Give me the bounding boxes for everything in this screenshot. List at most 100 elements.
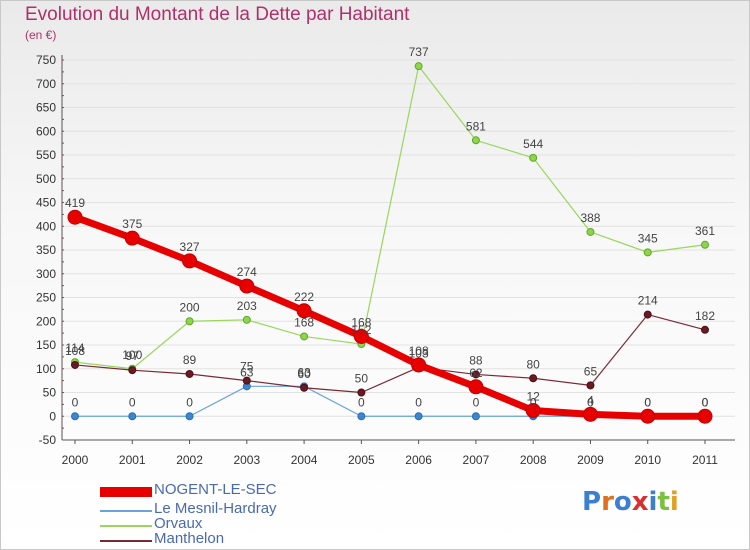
data-label: 214 <box>638 294 658 308</box>
y-tick-label: 600 <box>36 124 56 138</box>
data-label: 97 <box>126 349 140 363</box>
y-tick-label: 400 <box>36 219 56 233</box>
y-tick-label: 150 <box>36 338 56 352</box>
data-point <box>643 310 652 319</box>
logo-letter: x <box>631 487 649 517</box>
data-point <box>471 412 480 421</box>
x-tick-label: 2011 <box>692 453 718 467</box>
data-point <box>185 317 194 326</box>
y-tick-label: 350 <box>36 243 56 257</box>
data-point <box>529 374 538 383</box>
data-point <box>582 406 598 422</box>
series-line-0 <box>71 213 709 420</box>
data-label: 388 <box>580 211 600 225</box>
logo-letter: r <box>601 487 614 517</box>
data-label: 152 <box>351 323 371 337</box>
y-tick-label: -50 <box>39 433 57 447</box>
legend-label: Orvaux <box>154 515 203 532</box>
proxiti-logo: Proxiti <box>582 487 679 517</box>
legend-label: Le Mesnil-Hardray <box>154 500 277 517</box>
data-point <box>586 227 595 236</box>
data-label: 361 <box>695 224 715 238</box>
data-label: 0 <box>587 395 594 409</box>
data-point <box>529 153 538 162</box>
data-point <box>471 136 480 145</box>
data-label: 108 <box>409 344 429 358</box>
chart-title: Evolution du Montant de la Dette par Hab… <box>25 4 410 25</box>
data-point <box>239 278 255 294</box>
logo-letter: i <box>669 487 679 517</box>
legend-swatch <box>100 525 152 527</box>
data-label: 108 <box>65 344 85 358</box>
x-tick-label: 2009 <box>577 453 604 467</box>
data-label: 80 <box>527 357 541 371</box>
data-point <box>701 325 709 334</box>
y-tick-label: 0 <box>49 409 56 423</box>
data-label: 581 <box>466 119 486 133</box>
data-label: 375 <box>122 217 142 231</box>
data-point <box>411 357 427 373</box>
y-tick-label: 100 <box>36 362 56 376</box>
x-tick-label: 2007 <box>463 453 490 467</box>
data-point <box>643 248 652 257</box>
data-label: 65 <box>584 364 598 378</box>
logo-letter: i <box>648 487 658 517</box>
data-point <box>182 253 198 269</box>
data-point <box>128 366 137 375</box>
data-point <box>414 412 423 421</box>
data-label: 203 <box>237 299 257 313</box>
logo-letter: o <box>613 487 632 517</box>
legend-swatch <box>100 487 152 497</box>
data-label: 0 <box>129 395 136 409</box>
data-point <box>296 303 312 319</box>
x-tick-label: 2008 <box>520 453 547 467</box>
series-line-3 <box>74 314 706 394</box>
x-tick-label: 2004 <box>291 453 318 467</box>
data-label: 168 <box>351 315 371 329</box>
x-tick-label: 2005 <box>348 453 375 467</box>
chart-unit-label: (en €) <box>25 28 57 42</box>
data-label: 75 <box>240 360 254 374</box>
data-point <box>67 209 83 225</box>
y-tick-label: 550 <box>36 148 56 162</box>
data-label: 12 <box>527 390 541 404</box>
data-point <box>300 383 309 392</box>
data-label: 327 <box>180 240 200 254</box>
y-tick-label: 200 <box>36 314 56 328</box>
data-label: 62 <box>469 366 483 380</box>
data-label: 0 <box>702 395 709 409</box>
data-label: 0 <box>415 395 422 409</box>
data-label: 222 <box>294 290 314 304</box>
logo-letter: t <box>657 487 670 517</box>
y-tick-label: 250 <box>36 291 56 305</box>
data-point <box>353 328 369 344</box>
data-point <box>71 360 79 369</box>
data-label: 100 <box>122 348 142 362</box>
series-line-2 <box>74 65 706 370</box>
data-label: 63 <box>297 365 311 379</box>
data-label: 114 <box>65 341 84 355</box>
y-tick-label: 650 <box>36 101 56 115</box>
y-tick-label: 700 <box>36 77 56 91</box>
data-label: 544 <box>523 137 543 151</box>
data-point <box>185 412 194 421</box>
data-label: 0 <box>473 395 480 409</box>
y-tick-label: 450 <box>36 196 56 210</box>
data-label: 0 <box>530 395 537 409</box>
data-point <box>242 376 251 385</box>
y-tick-label: 750 <box>36 53 56 67</box>
data-label: 419 <box>65 196 85 210</box>
x-tick-label: 2002 <box>176 453 203 467</box>
data-label: 274 <box>237 265 257 279</box>
data-label: 89 <box>183 353 197 367</box>
data-point <box>185 369 194 378</box>
data-label: 200 <box>180 300 200 314</box>
x-tick-label: 2000 <box>62 453 89 467</box>
x-tick-label: 2010 <box>634 453 661 467</box>
y-tick-label: 500 <box>36 172 56 186</box>
data-point <box>242 315 251 324</box>
data-point <box>357 412 366 421</box>
data-label: 0 <box>644 395 651 409</box>
y-tick-label: 50 <box>43 386 57 400</box>
